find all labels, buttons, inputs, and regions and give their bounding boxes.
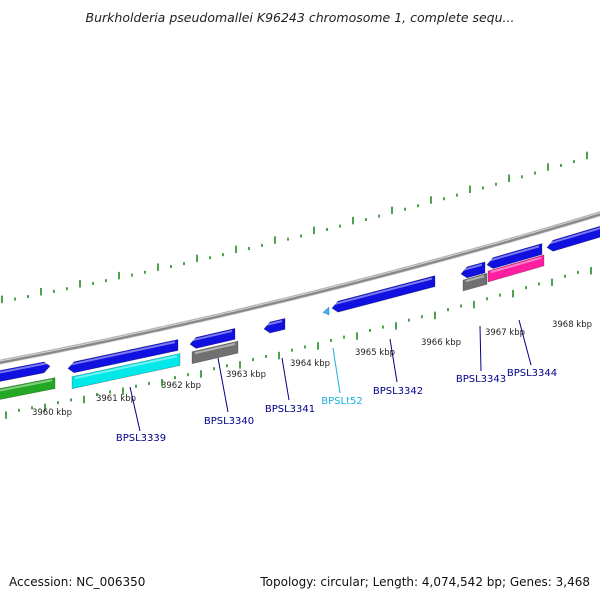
leader-line bbox=[332, 347, 341, 394]
leader-line bbox=[479, 325, 482, 372]
scale-label-3966: 3966 kbp bbox=[421, 338, 461, 348]
scale-label-3963: 3963 kbp bbox=[226, 370, 266, 380]
gene-block-bpsl3342-cds-shine bbox=[334, 277, 433, 305]
gene-block-left-shine bbox=[0, 362, 48, 374]
gene-block-right[interactable] bbox=[546, 223, 600, 252]
gene-block-bpsl3340-shine bbox=[194, 342, 236, 355]
gene-block-bpsl3343-shine bbox=[465, 275, 485, 283]
gene-block-bpsl3340-cds[interactable] bbox=[189, 327, 236, 349]
gene-block-left-green[interactable] bbox=[0, 377, 56, 402]
gene-block-bpsl3340[interactable] bbox=[191, 340, 239, 365]
gene-block-bpsl3342-cds[interactable] bbox=[331, 275, 436, 313]
gene-block-bpsl3343[interactable] bbox=[462, 272, 488, 292]
gene-block-bpsl3339[interactable] bbox=[71, 353, 181, 390]
leader-line bbox=[217, 357, 229, 413]
scale-label-3964: 3964 kbp bbox=[290, 359, 330, 369]
gene-block-bpsl3344-shine bbox=[490, 256, 542, 274]
outer-tick-ring bbox=[1, 151, 588, 304]
backbone-shadow bbox=[0, 211, 600, 365]
gene-block-bpsl3340-cds-shine bbox=[192, 330, 233, 342]
chromosome-backbone bbox=[0, 211, 600, 365]
gene-block-left-green-shine bbox=[0, 379, 53, 392]
gene-block-bpsl3339-cds[interactable] bbox=[67, 339, 179, 374]
scale-label-3965: 3965 kbp bbox=[355, 348, 395, 358]
gene-label-bpslt52[interactable]: BPSLt52 bbox=[321, 396, 362, 407]
scale-label-3968: 3968 kbp bbox=[552, 320, 592, 330]
gene-block-bpsl3341-cds-shine bbox=[266, 320, 283, 326]
gene-label-bpsl3341[interactable]: BPSL3341 bbox=[265, 404, 315, 415]
gene-labels: BPSL3339 BPSL3340 BPSL3341 BPSLt52 BPSL3342 B… bbox=[116, 319, 557, 444]
genome-summary-text: Topology: circular; Length: 4,074,542 bp… bbox=[260, 575, 590, 589]
rna-block-bpslt52[interactable] bbox=[322, 306, 330, 316]
feature-track bbox=[0, 223, 600, 402]
leader-line bbox=[129, 386, 141, 432]
backbone-line bbox=[0, 211, 600, 364]
gene-label-bpsl3339[interactable]: BPSL3339 bbox=[116, 433, 166, 444]
gene-block-bpsl3343-cds-shine bbox=[463, 263, 483, 271]
scale-label-3962: 3962 kbp bbox=[161, 381, 201, 391]
gene-block-left[interactable] bbox=[0, 361, 51, 384]
gene-block-bpsl3339-cds-shine bbox=[70, 341, 176, 366]
map-title: Burkholderia pseudomallei K96243 chromos… bbox=[85, 10, 515, 25]
gene-block-bpsl3343-cds[interactable] bbox=[460, 261, 486, 279]
gene-label-bpsl3343[interactable]: BPSL3343 bbox=[456, 374, 506, 385]
gene-block-bpsl3344-cds[interactable] bbox=[486, 243, 543, 269]
gene-block-bpsl3344-cds-shine bbox=[489, 245, 540, 262]
scale-labels: 3960 kbp 3961 kbp 3962 kbp 3963 kbp 3964 kbp… bbox=[32, 320, 592, 418]
backbone-highlight bbox=[0, 212, 600, 362]
gene-label-bpsl3342[interactable]: BPSL3342 bbox=[373, 386, 423, 397]
gene-block-bpsl3339-shine bbox=[74, 355, 178, 380]
gene-label-bpsl3340[interactable]: BPSL3340 bbox=[204, 416, 254, 427]
accession-text: Accession: NC_006350 bbox=[9, 575, 146, 589]
inner-tick-ring bbox=[5, 267, 592, 419]
scale-label-3961: 3961 kbp bbox=[96, 394, 136, 404]
gene-label-bpsl3344[interactable]: BPSL3344 bbox=[507, 368, 557, 379]
scale-label-3960: 3960 kbp bbox=[32, 408, 72, 418]
gene-block-bpsl3341-cds[interactable] bbox=[263, 317, 286, 334]
scale-label-3967: 3967 kbp bbox=[485, 328, 525, 338]
leader-line bbox=[518, 319, 532, 366]
leader-line bbox=[389, 338, 398, 383]
leader-line bbox=[281, 357, 290, 401]
gene-block-bpsl3344[interactable] bbox=[487, 254, 545, 283]
gene-block-right-shine bbox=[549, 227, 600, 245]
